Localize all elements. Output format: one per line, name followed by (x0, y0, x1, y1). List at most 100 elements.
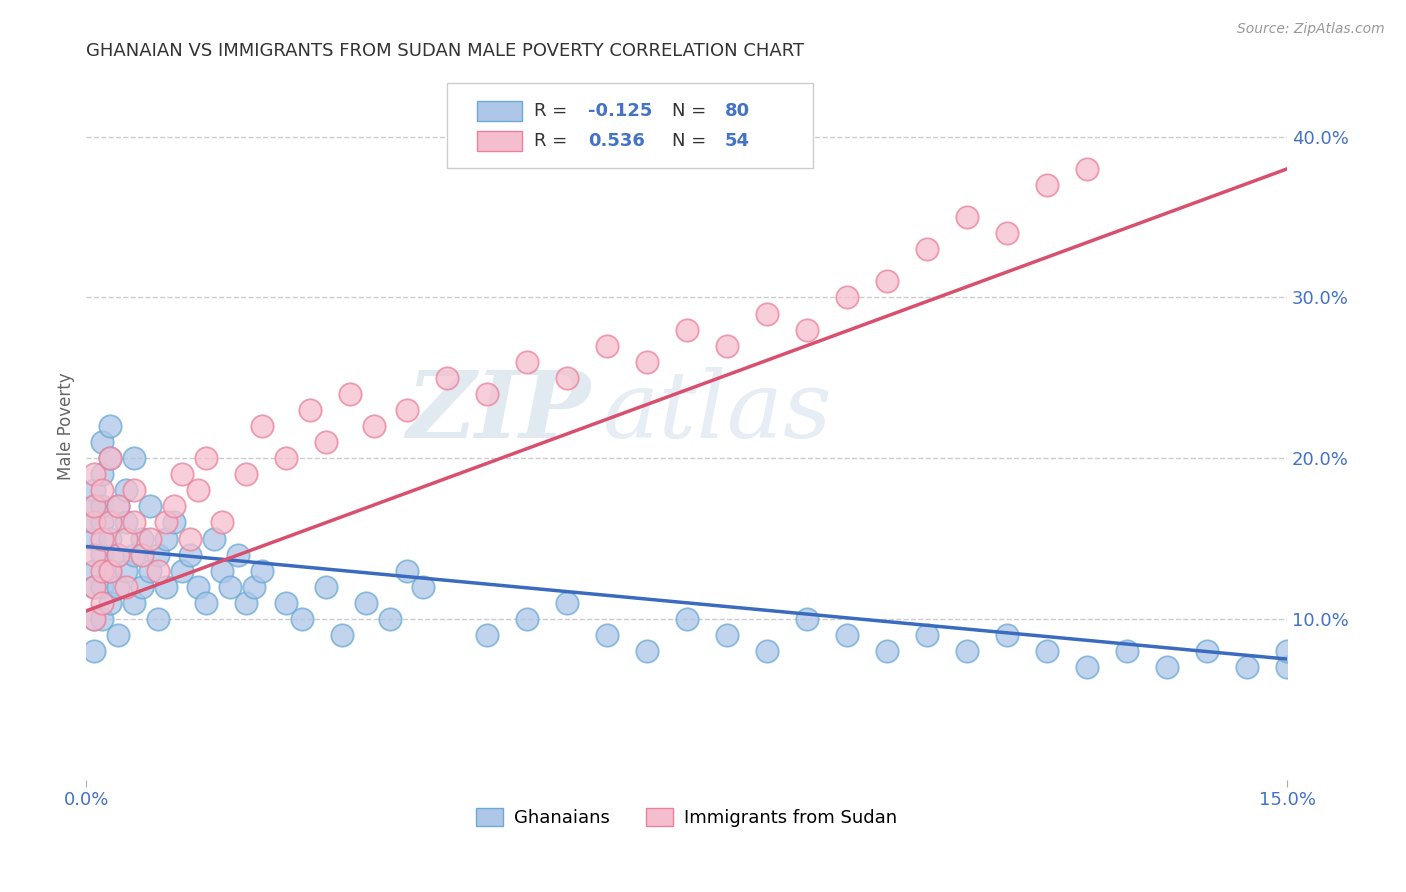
Point (155, 580, 177, 594)
Point (219, 580, 242, 594)
Point (124, 483, 146, 498)
Point (124, 548, 146, 562)
Point (83, 644, 105, 658)
Point (131, 580, 153, 594)
Point (83, 500, 105, 514)
Point (716, 339, 738, 353)
Point (98, 516, 121, 530)
Point (835, 290, 858, 304)
Text: ZIP: ZIP (406, 367, 591, 457)
Point (115, 580, 138, 594)
Point (91, 612, 114, 626)
Point (1036, 644, 1059, 658)
Point (211, 516, 233, 530)
Point (187, 483, 209, 498)
Point (915, 628, 938, 642)
Point (83, 612, 105, 626)
Point (155, 532, 177, 546)
Point (363, 419, 385, 434)
Point (395, 403, 418, 417)
Point (98, 451, 121, 466)
Point (83, 532, 105, 546)
Point (332, 628, 354, 642)
Point (83, 580, 105, 594)
Point (315, 580, 337, 594)
Point (83, 500, 105, 514)
Point (202, 532, 225, 546)
Point (195, 451, 218, 466)
Point (131, 532, 153, 546)
Text: 0.536: 0.536 (588, 132, 645, 150)
Text: -0.125: -0.125 (588, 102, 652, 120)
Point (1275, 644, 1298, 658)
Point (595, 339, 617, 353)
Point (1076, 660, 1098, 674)
Legend: Ghanaians, Immigrants from Sudan: Ghanaians, Immigrants from Sudan (470, 800, 904, 834)
Text: R =: R = (534, 132, 574, 150)
Point (91, 435, 114, 450)
Point (516, 612, 538, 626)
Point (475, 387, 498, 401)
Point (179, 532, 201, 546)
Point (115, 532, 138, 546)
Point (91, 532, 114, 546)
Point (956, 210, 979, 224)
Point (1195, 644, 1218, 658)
Text: R =: R = (534, 102, 574, 120)
Point (131, 548, 153, 562)
Point (555, 371, 578, 385)
Point (395, 564, 418, 578)
Point (107, 580, 129, 594)
Point (915, 242, 938, 256)
Point (83, 612, 105, 626)
Point (91, 467, 114, 482)
Point (876, 274, 898, 288)
Point (107, 548, 129, 562)
Point (91, 564, 114, 578)
Text: 54: 54 (725, 132, 751, 150)
Point (235, 467, 257, 482)
Point (252, 564, 274, 578)
Point (995, 226, 1018, 240)
Point (98, 532, 121, 546)
Point (148, 612, 170, 626)
Point (179, 548, 201, 562)
Point (83, 483, 105, 498)
Point (380, 612, 402, 626)
Point (163, 500, 186, 514)
Point (83, 580, 105, 594)
Point (1076, 161, 1098, 176)
Point (107, 628, 129, 642)
Point (1275, 660, 1298, 674)
Point (91, 483, 114, 498)
FancyBboxPatch shape (477, 101, 522, 120)
Point (636, 644, 658, 658)
Point (1156, 660, 1178, 674)
Point (516, 355, 538, 369)
Point (91, 580, 114, 594)
Point (555, 596, 578, 610)
Point (187, 580, 209, 594)
FancyBboxPatch shape (447, 83, 813, 168)
Point (276, 596, 298, 610)
Point (716, 628, 738, 642)
Point (98, 596, 121, 610)
Point (115, 564, 138, 578)
Point (148, 548, 170, 562)
Point (83, 548, 105, 562)
Text: atlas: atlas (603, 367, 832, 457)
Point (139, 564, 162, 578)
Point (91, 516, 114, 530)
Point (172, 467, 194, 482)
Point (243, 580, 266, 594)
FancyBboxPatch shape (477, 131, 522, 151)
Point (595, 628, 617, 642)
Point (83, 516, 105, 530)
Point (163, 516, 186, 530)
Point (276, 451, 298, 466)
Point (1236, 660, 1258, 674)
Point (252, 419, 274, 434)
Point (107, 500, 129, 514)
Point (148, 564, 170, 578)
Point (98, 451, 121, 466)
